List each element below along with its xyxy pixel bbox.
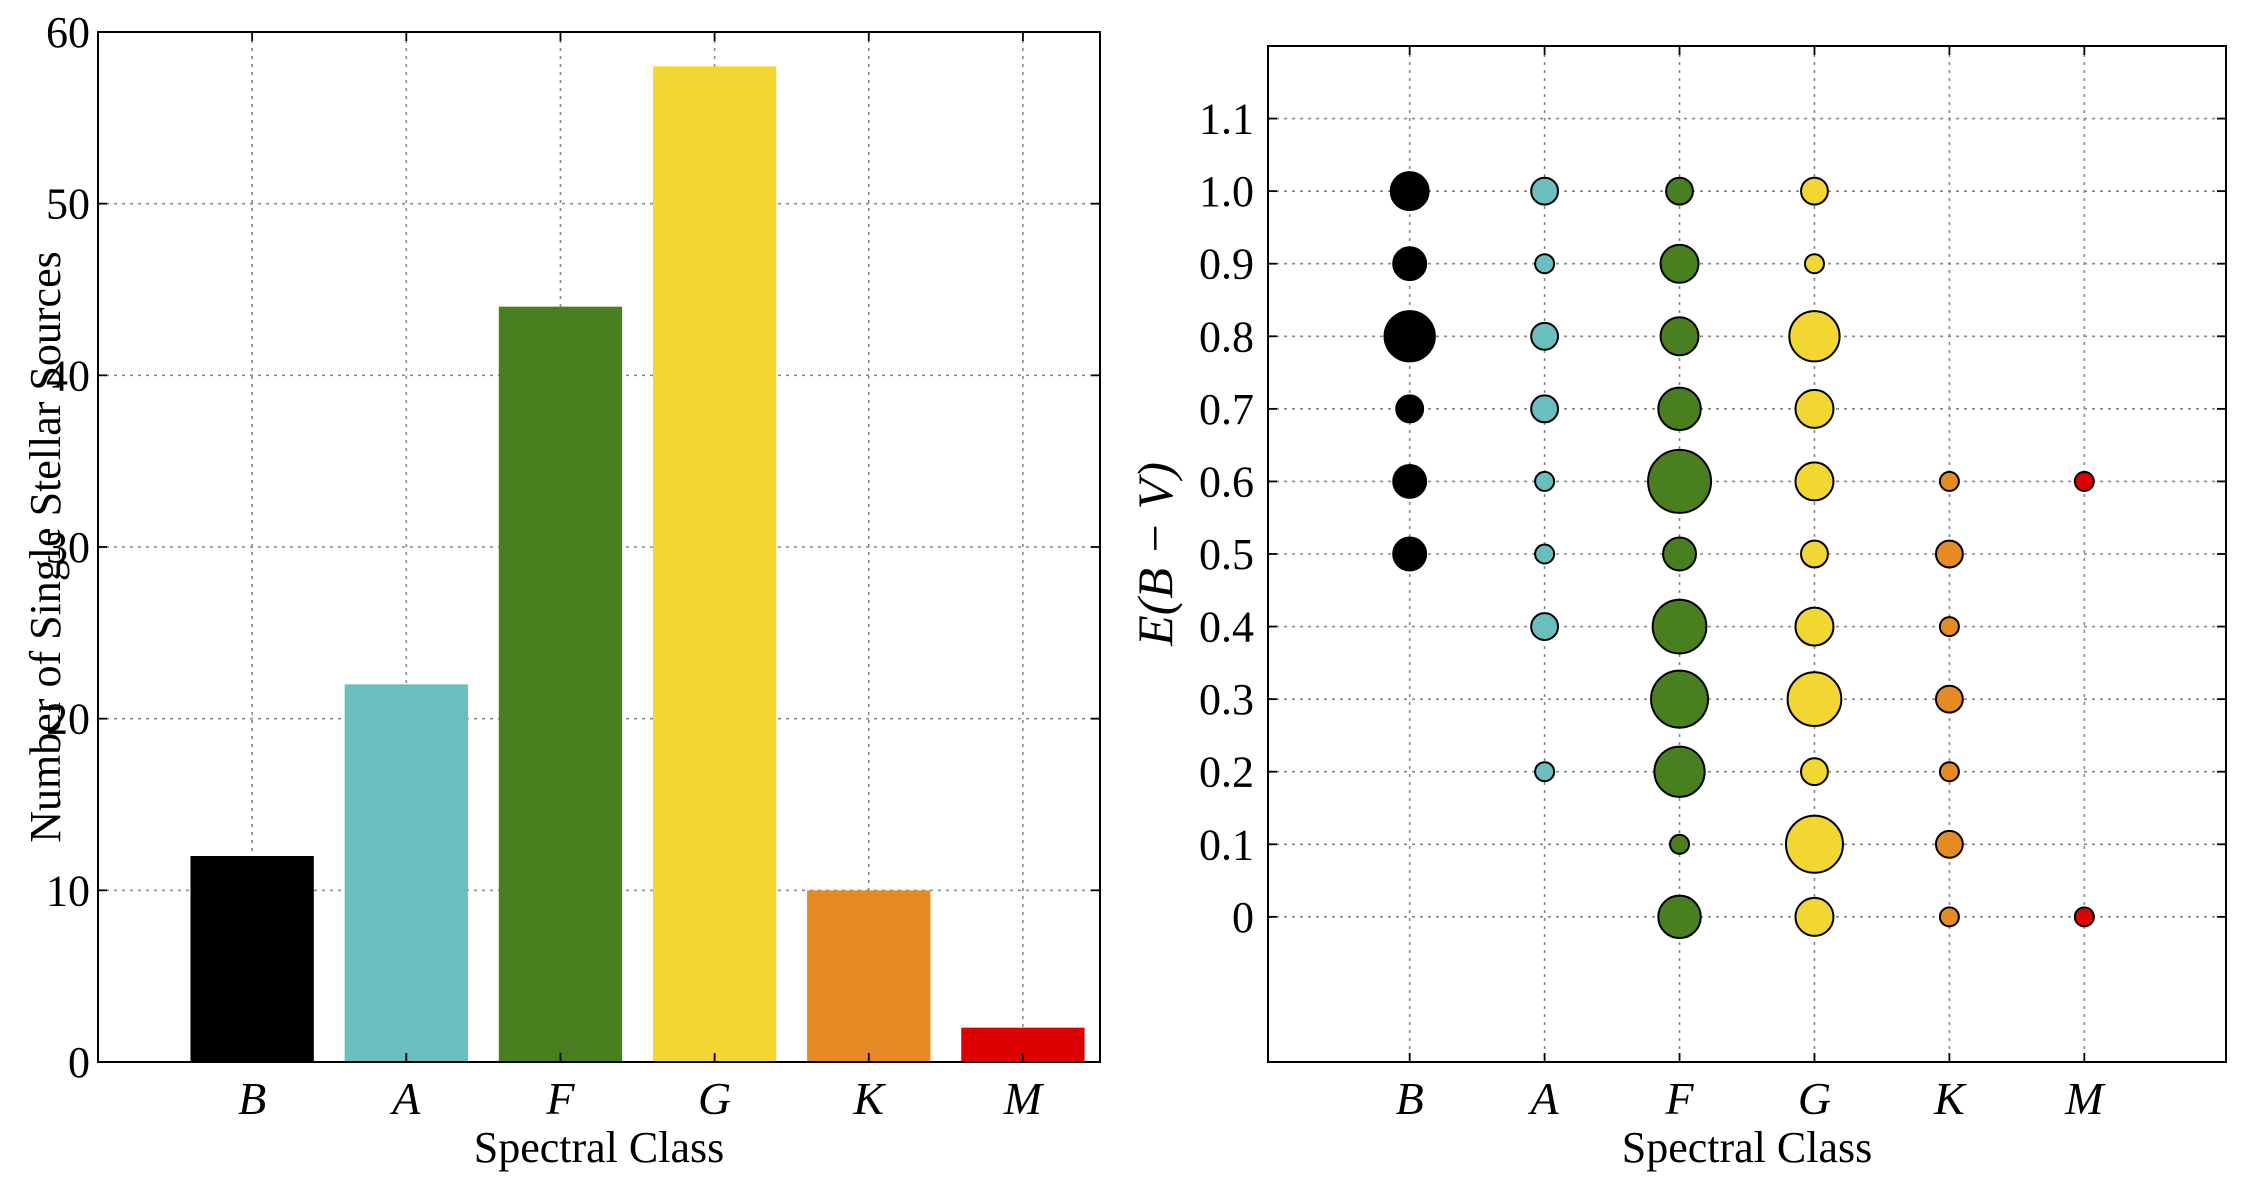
bar-chart-tick-labels: 0 10 20 30 40 50 60 B A F G K M	[46, 8, 1045, 1124]
scatter-chart-x-tick-label: M	[2064, 1073, 2106, 1124]
point-K-0	[1938, 906, 1960, 928]
point-F-1	[1665, 176, 1694, 206]
bar-K	[807, 890, 931, 1062]
scatter-chart-x-tick-label: K	[1933, 1073, 1967, 1124]
scatter-chart-y-tick-label: 0.1	[1199, 820, 1254, 869]
bar-chart-x-axis-title: Spectral Class	[474, 1123, 725, 1172]
bar-chart-y-tick-label: 50	[46, 180, 90, 229]
scatter-chart-grid	[1268, 46, 2226, 1062]
scatter-chart-y-tick-label: 0.5	[1199, 530, 1254, 579]
point-F-0	[1657, 894, 1702, 940]
point-B-0_5	[1392, 536, 1428, 572]
point-A-0_7	[1530, 394, 1560, 424]
point-F-0_6	[1647, 448, 1713, 514]
scatter-chart-x-tick-label: A	[1528, 1073, 1560, 1124]
scatter-chart-x-tick-label: G	[1798, 1073, 1831, 1124]
point-K-0_6	[1938, 470, 1960, 492]
scatter-chart-y-axis-title: E(B − V)	[1127, 462, 1183, 647]
scatter-chart-y-tick-label: 0	[1232, 893, 1254, 942]
bar-chart-y-tick-label: 0	[68, 1038, 90, 1087]
point-F-0_4	[1651, 598, 1708, 655]
point-G-0_4	[1794, 606, 1835, 647]
point-M-0_6	[2073, 470, 2095, 492]
bar-B	[190, 856, 314, 1062]
bar-chart-y-tick-label: 40	[46, 351, 90, 400]
point-G-0_1	[1784, 814, 1844, 874]
scatter-chart-y-tick-label: 0.8	[1199, 312, 1254, 361]
bar-A	[344, 684, 468, 1062]
bar-chart-x-tick-label: F	[545, 1073, 575, 1124]
point-F-0_9	[1659, 243, 1700, 284]
scatter-chart-x-tick-label: F	[1664, 1073, 1694, 1124]
scatter-chart-ticks	[1268, 46, 2226, 1062]
point-G-1	[1800, 176, 1829, 206]
bar-chart-bars	[190, 66, 1085, 1063]
point-A-0_9	[1534, 253, 1556, 275]
bar-chart-y-tick-label: 30	[46, 523, 90, 572]
point-K-0_2	[1938, 761, 1960, 783]
point-B-0_6	[1392, 463, 1428, 499]
bar-chart-x-tick-label: A	[389, 1073, 421, 1124]
point-K-0_3	[1934, 684, 1964, 714]
point-F-0_3	[1650, 669, 1710, 729]
point-A-0_2	[1534, 761, 1556, 783]
bar-G	[652, 66, 777, 1063]
scatter-chart-y-tick-label: 1.1	[1199, 95, 1254, 144]
point-G-0	[1794, 896, 1835, 937]
point-G-0_6	[1794, 461, 1835, 502]
scatter-chart-y-tick-label: 0.9	[1199, 240, 1254, 289]
point-M-0	[2073, 906, 2095, 928]
point-B-0_7	[1395, 394, 1425, 424]
point-B-1	[1389, 171, 1430, 212]
point-A-0_8	[1530, 321, 1560, 351]
point-A-0_6	[1534, 470, 1556, 492]
point-A-0_5	[1534, 543, 1556, 565]
point-F-0_8	[1659, 316, 1700, 357]
point-G-0_8	[1788, 310, 1841, 363]
scatter-chart-y-tick-label: 1.0	[1199, 167, 1254, 216]
point-K-0_4	[1938, 616, 1960, 638]
point-B-0_9	[1392, 246, 1428, 282]
point-B-0_8	[1383, 310, 1436, 363]
scatter-chart-y-tick-label: 0.6	[1199, 457, 1254, 506]
point-G-0_7	[1794, 388, 1835, 429]
bar-chart-y-tick-label: 60	[46, 8, 90, 57]
point-F-0_2	[1653, 745, 1706, 798]
scatter-chart: 0 0.1 0.2 0.3 0.4 0.5 0.6 0.7 0.8 0.9 1.0 1.1 B A F G K M…	[1127, 45, 2227, 1172]
point-A-1	[1530, 176, 1560, 206]
point-K-0_5	[1934, 539, 1964, 569]
bar-chart-ticks	[98, 31, 1100, 1063]
point-A-0_4	[1530, 612, 1560, 642]
scatter-chart-y-tick-label: 0.2	[1199, 748, 1254, 797]
scatter-chart-tick-labels: 0 0.1 0.2 0.3 0.4 0.5 0.6 0.7 0.8 0.9 1.0 1.1 B A F G K M	[1199, 95, 2106, 1124]
scatter-chart-y-tick-label: 0.4	[1199, 603, 1254, 652]
bar-chart-x-tick-label: B	[238, 1073, 266, 1124]
bar-F	[498, 306, 623, 1063]
point-K-0_1	[1934, 829, 1964, 859]
point-F-0_7	[1657, 386, 1702, 432]
scatter-chart-x-tick-label: B	[1396, 1073, 1424, 1124]
bar-chart: 0 10 20 30 40 50 60 B A F G K M Spectral Class Numbe…	[21, 8, 1101, 1172]
point-F-0_5	[1662, 536, 1697, 572]
bar-chart-y-axis-title: Number of Single Stellar Sources	[21, 251, 70, 842]
scatter-chart-points	[1383, 171, 2095, 940]
bar-chart-x-tick-label: G	[698, 1073, 731, 1124]
point-F-0_1	[1669, 833, 1691, 855]
point-G-0_5	[1800, 539, 1829, 569]
point-G-0_3	[1786, 671, 1843, 728]
scatter-chart-y-tick-label: 0.3	[1199, 675, 1254, 724]
point-G-0_9	[1803, 253, 1825, 275]
scatter-chart-y-tick-label: 0.7	[1199, 385, 1254, 434]
scatter-chart-x-axis-title: Spectral Class	[1622, 1123, 1873, 1172]
point-G-0_2	[1800, 757, 1829, 787]
bar-chart-y-tick-label: 10	[46, 866, 90, 915]
bar-chart-y-tick-label: 20	[46, 695, 90, 744]
bar-chart-x-tick-label: K	[852, 1073, 886, 1124]
bar-chart-x-tick-label: M	[1003, 1073, 1045, 1124]
